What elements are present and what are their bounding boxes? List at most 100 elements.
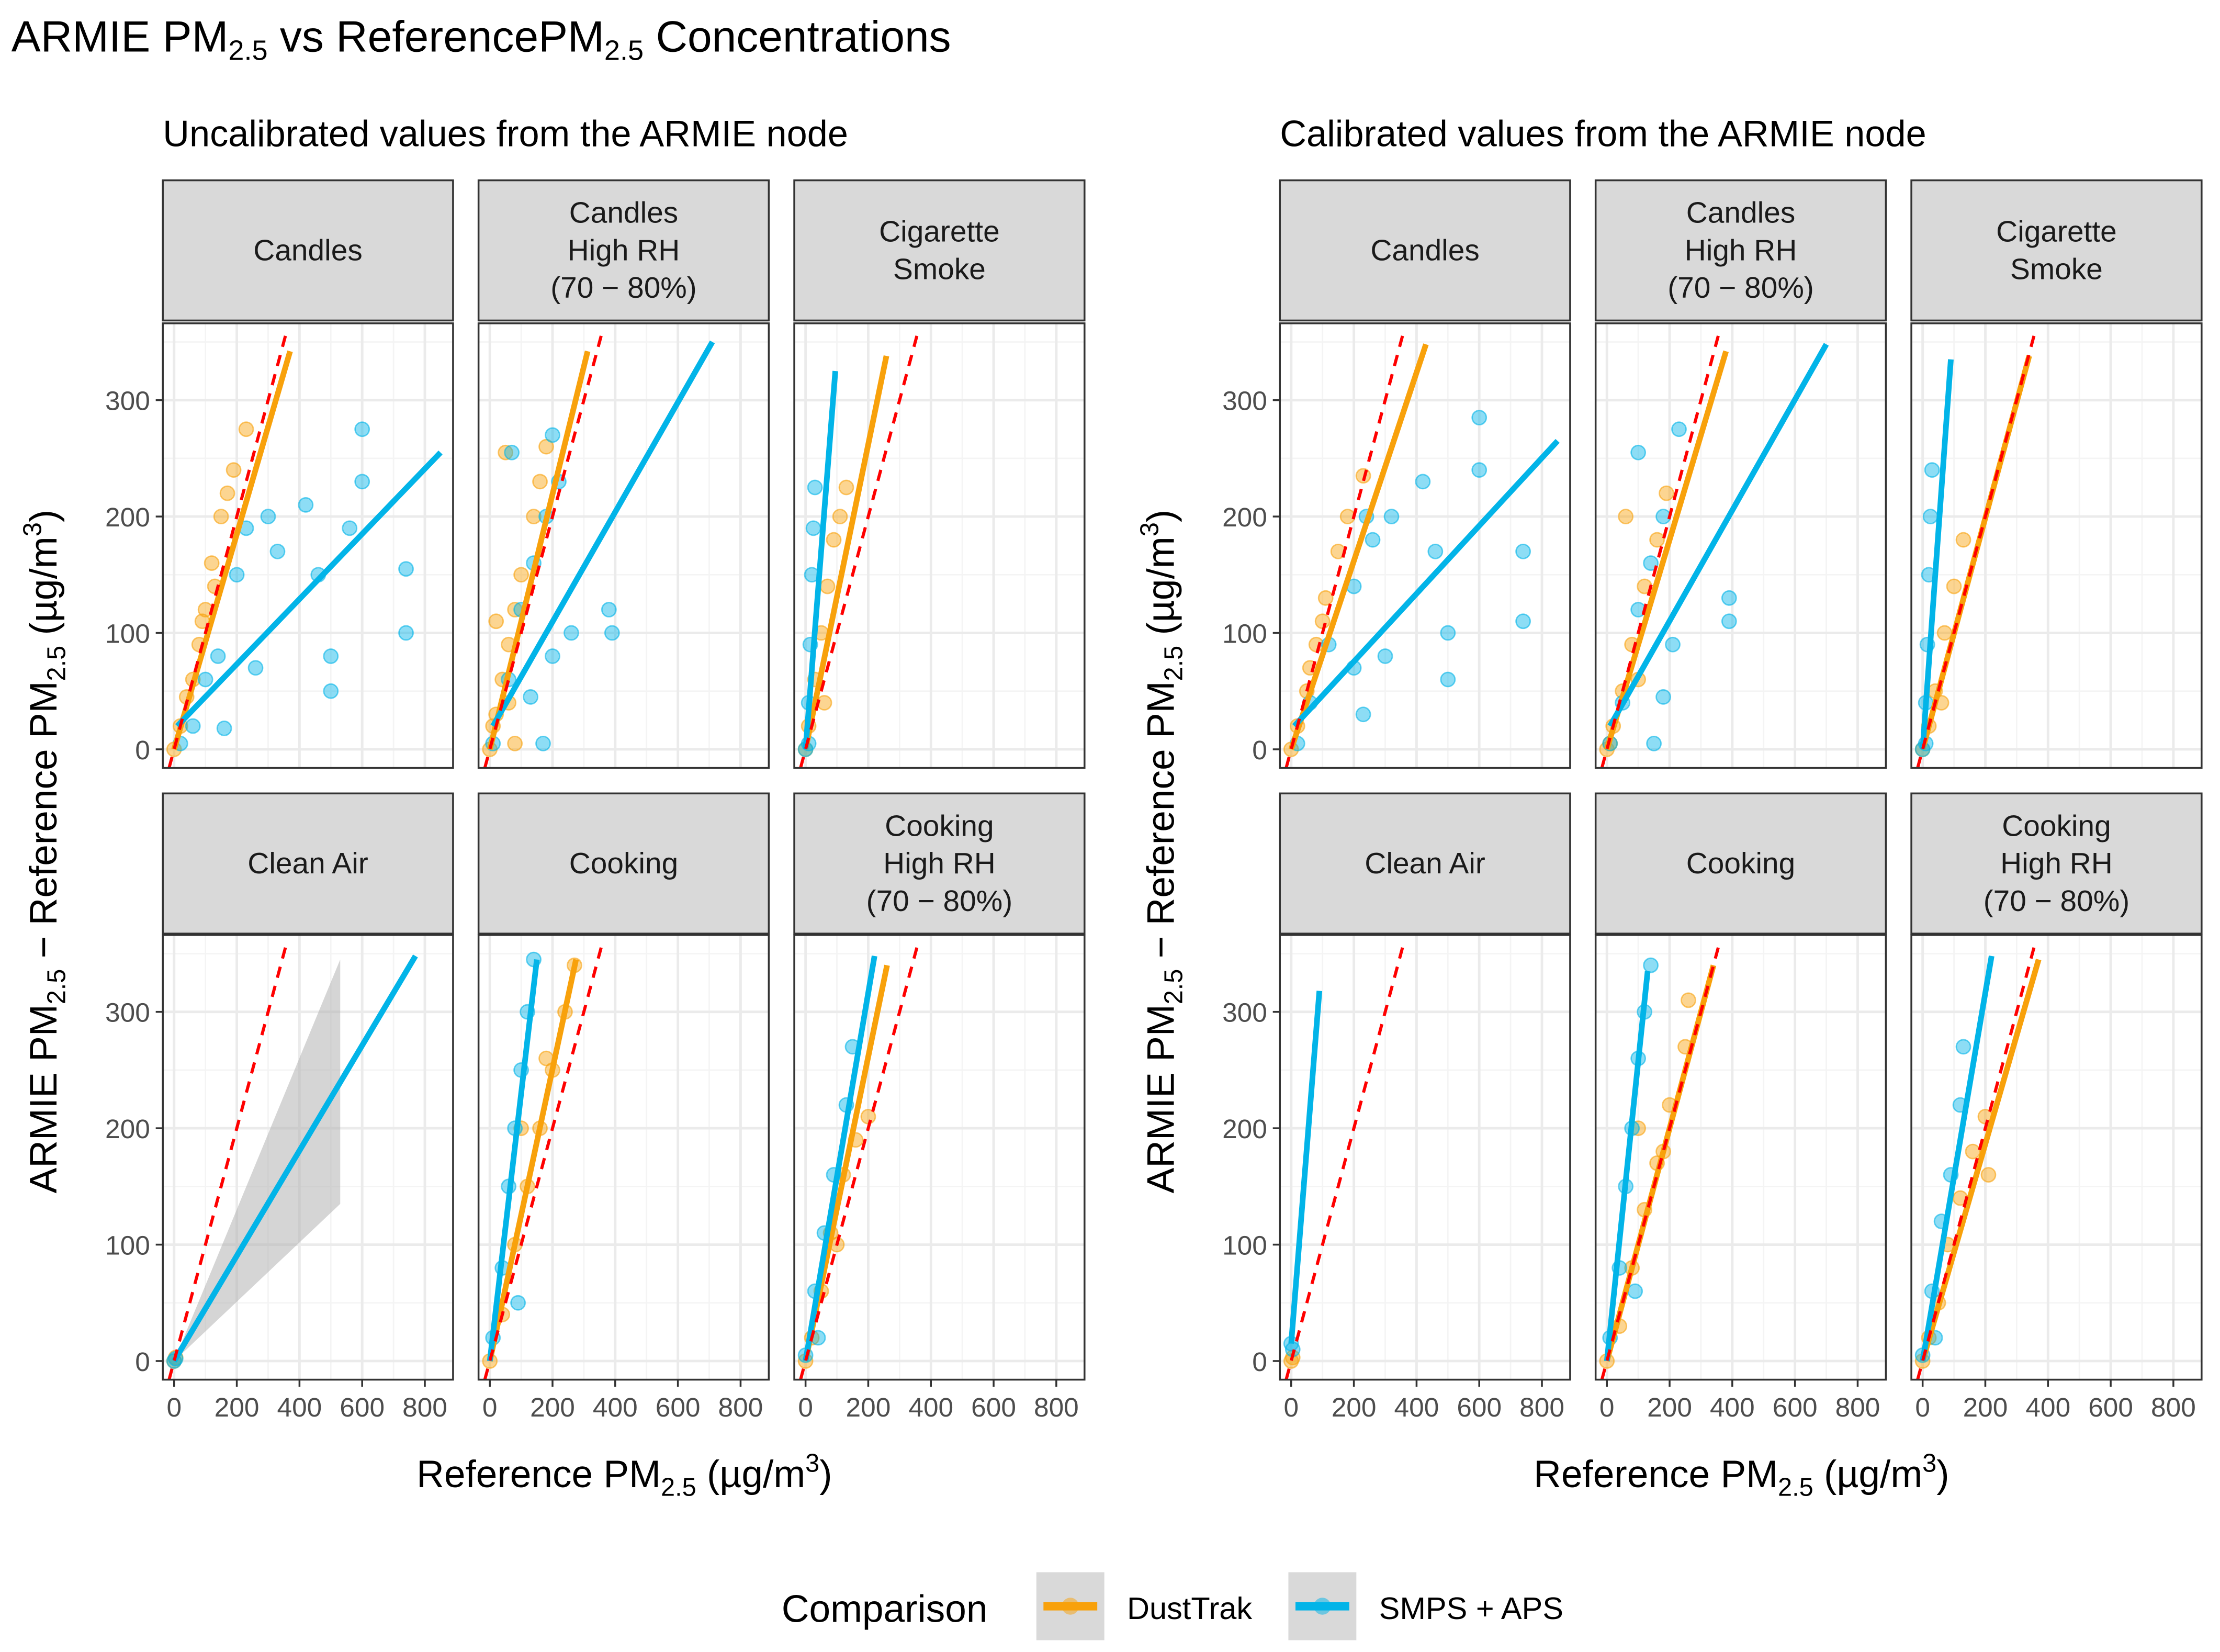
subtitle-uncalibrated: Uncalibrated values from the ARMIE node: [163, 113, 848, 154]
smps-aps-point: [197, 671, 213, 688]
smps-aps-point: [1630, 444, 1647, 460]
facet-strip: [1279, 179, 1571, 322]
dusttrak-fit-line: [487, 959, 579, 1362]
smps-aps-fit-line: [1292, 439, 1560, 728]
smps-aps-point: [1924, 462, 1940, 478]
dusttrak-point: [1317, 590, 1334, 606]
panel-marks: [482, 330, 715, 768]
dusttrak-point: [1946, 578, 1962, 594]
panel-marks: [482, 941, 604, 1380]
facet-strip-label: Smoke: [893, 253, 986, 286]
smps-aps-point: [545, 427, 560, 443]
facet-strip-label: Cigarette: [1996, 216, 2117, 249]
facet-panel: Candles High RH (70 − 80%): [477, 179, 770, 769]
x-tick-label: 600: [2088, 1392, 2133, 1422]
identity-line: [799, 941, 920, 1380]
dusttrak-point: [507, 735, 523, 751]
smps-aps-point: [604, 625, 620, 641]
dusttrak-fit-line: [1288, 343, 1429, 750]
panel-background: [794, 323, 1085, 768]
facet-strip-label: (70 − 80%): [550, 272, 697, 305]
y-tick-label: 200: [105, 502, 150, 532]
smps-aps-point: [1922, 509, 1939, 524]
smps-aps-point: [1721, 590, 1737, 606]
panel-border: [1594, 322, 1887, 769]
x-tick-label: 600: [1773, 1392, 1818, 1422]
facet-strip-label: Candles: [569, 197, 678, 230]
smps-aps-point: [1643, 957, 1659, 973]
smps-aps-point: [1671, 421, 1687, 437]
panel-marks: [1914, 330, 2037, 768]
x-tick-label: 800: [1835, 1392, 1880, 1422]
x-tick-label: 600: [340, 1392, 385, 1422]
facet-strip-label: Cooking: [569, 847, 678, 880]
facet-strip: [1594, 179, 1887, 322]
smps-aps-fit-line: [803, 370, 838, 750]
smps-aps-point: [1655, 689, 1671, 705]
x-tick-label: 200: [846, 1392, 891, 1422]
gridlines: [794, 323, 1085, 768]
x-tick-label: 600: [656, 1392, 701, 1422]
panel-border: [1279, 934, 1571, 1381]
x-tick-label: 0: [798, 1392, 813, 1422]
panel-border: [793, 934, 1086, 1381]
panel-background: [1280, 323, 1570, 768]
x-tick-label: 200: [1647, 1392, 1692, 1422]
dusttrak-point: [1649, 532, 1665, 548]
x-tick-label: 0: [1915, 1392, 1930, 1422]
smps-aps-point: [260, 509, 276, 524]
facet-strip: [1279, 792, 1571, 935]
svg-text:ARMIE PM2.5 − Reference PM2.5: ARMIE PM2.5 − Reference PM2.5 (µg/m3): [1136, 510, 1188, 1194]
facet-strip-label: Candles: [1370, 234, 1479, 267]
smps-aps-point: [216, 721, 232, 736]
identity-line: [1284, 941, 1406, 1380]
facet-panel: Candles High RH (70 − 80%): [1594, 179, 1887, 769]
x-tick-label: 800: [2151, 1392, 2196, 1422]
smps-aps-point: [210, 648, 226, 664]
y-tick-label: 200: [1222, 502, 1267, 532]
smps-aps-point: [1955, 1039, 1971, 1055]
panel-border: [162, 934, 454, 1381]
smps-aps-point: [298, 497, 314, 513]
identity-line: [483, 941, 604, 1380]
identity-line: [1600, 330, 1721, 768]
x-tick-label: 0: [166, 1392, 182, 1422]
panel-background: [163, 323, 453, 768]
facet-strip-label: Candles: [253, 234, 362, 267]
x-tick-label: 0: [1283, 1392, 1299, 1422]
legend: Comparison DustTrak SMPS + APS: [782, 1572, 1563, 1640]
panel-marks: [1599, 330, 1829, 768]
smps-aps-point: [1440, 671, 1456, 688]
panel-background: [1595, 323, 1886, 768]
dusttrak-point: [1618, 509, 1634, 524]
smps-aps-point: [354, 474, 370, 490]
smps-aps-point: [510, 1295, 526, 1311]
smps-aps-point: [398, 625, 414, 641]
dusttrak-point: [498, 444, 514, 460]
dusttrak-point: [219, 485, 235, 501]
facet-strip: [162, 179, 454, 322]
y-axis-title-left: ARMIE PM2.5 − Reference PM2.5 (µg/m3): [18, 510, 71, 1194]
dusttrak-point: [819, 578, 836, 594]
panel-marks: [166, 941, 418, 1380]
facet-strip-label: Cooking: [885, 810, 994, 842]
gridlines: [1595, 935, 1886, 1380]
panel-marks: [797, 330, 920, 768]
smps-aps-fit-line: [1288, 991, 1323, 1344]
smps-aps-point: [1515, 543, 1531, 559]
dusttrak-point: [226, 462, 242, 478]
x-tick-label: 400: [1394, 1392, 1439, 1422]
y-tick-label: 300: [1222, 386, 1267, 416]
svg-text:ARMIE PM2.5 − Reference PM2.5: ARMIE PM2.5 − Reference PM2.5 (µg/m3): [18, 510, 71, 1194]
smps-aps-point: [247, 660, 264, 676]
dusttrak-point: [838, 479, 854, 496]
gridlines: [1280, 323, 1570, 768]
identity-line: [167, 330, 289, 768]
smps-aps-point: [1515, 613, 1531, 630]
facet-panel: Clean Air 0 100 200 300 0 200 400 600 800: [1222, 792, 1571, 1422]
chart-title: ARMIE PM2.5 vs ReferencePM2.5 Concentrat…: [12, 12, 951, 66]
smps-aps-point: [564, 625, 579, 641]
facet-strip-label: Candles: [1686, 197, 1795, 230]
dusttrak-point: [238, 421, 254, 437]
